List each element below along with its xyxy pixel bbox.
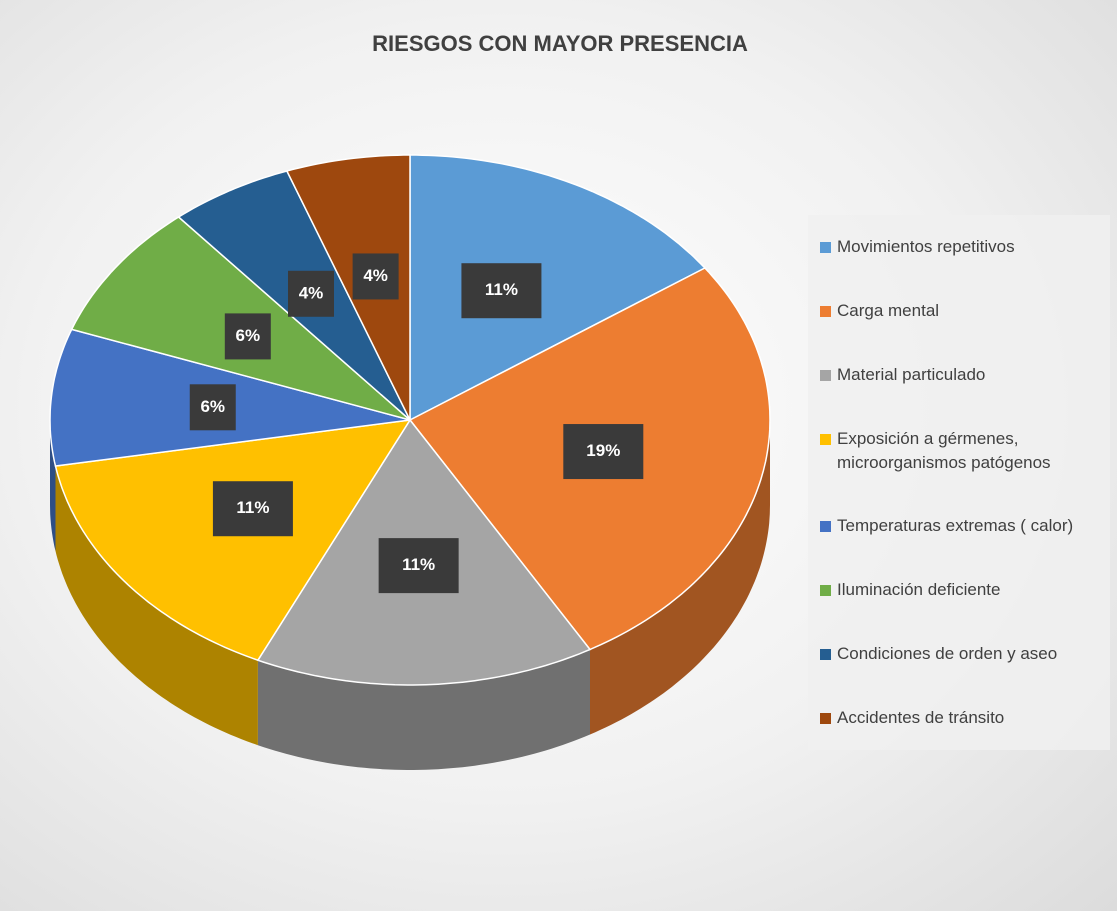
data-label-box [352, 253, 399, 300]
legend-item: Movimientos repetitivos [820, 235, 1110, 259]
legend-label: Material particulado [837, 364, 986, 384]
data-label-box [563, 424, 644, 480]
data-label: 19% [586, 441, 620, 460]
legend-item: Accidentes de tránsito [820, 706, 1110, 730]
legend-item: Exposición a gérmenes, microorganismos p… [820, 427, 1110, 475]
data-label: 4% [363, 266, 388, 285]
data-label: 6% [236, 326, 261, 345]
legend-item: Temperaturas extremas ( calor) [820, 514, 1110, 538]
legend-item: Condiciones de orden y aseo [820, 642, 1110, 666]
data-label-box [224, 313, 271, 360]
legend-item: Material particulado [820, 363, 1110, 387]
legend-label: Exposición a gérmenes, microorganismos p… [837, 428, 1051, 472]
data-label-box [378, 538, 459, 594]
legend-swatch [820, 305, 831, 317]
legend-label: Movimientos repetitivos [837, 236, 1015, 256]
legend-swatch [820, 433, 831, 445]
pie-slice-side [590, 420, 770, 735]
data-label: 11% [402, 555, 435, 574]
legend-label: Condiciones de orden y aseo [837, 644, 1058, 664]
legend-swatch [820, 521, 831, 533]
legend-item: Carga mental [820, 299, 1110, 323]
data-label: 6% [200, 397, 225, 416]
data-label-box [461, 263, 542, 319]
legend-swatch [820, 585, 831, 597]
legend-swatch [820, 369, 831, 381]
legend-label: Temperaturas extremas ( calor) [837, 516, 1074, 536]
pie-slice [409, 154, 707, 422]
legend-swatch [820, 241, 831, 253]
data-label: 11% [236, 498, 269, 517]
legend-label: Carga mental [837, 300, 940, 320]
pie-slice-side [257, 649, 590, 770]
legend: Movimientos repetitivos Carga mental Mater… [808, 215, 1110, 750]
legend-swatch [820, 649, 831, 661]
data-label-box [288, 270, 334, 317]
legend-label: Accidentes de tránsito [837, 708, 1005, 728]
legend-label: Iluminación deficiente [837, 580, 1001, 600]
pie-slice-side [55, 466, 258, 746]
legend-swatch [820, 713, 831, 725]
pie-slice [54, 419, 412, 662]
data-label-box [189, 384, 236, 431]
data-label: 4% [299, 283, 324, 302]
pie-slice [285, 154, 411, 421]
data-label-box [212, 481, 293, 537]
data-label: 11% [485, 280, 518, 299]
pie-slice-side [50, 420, 56, 551]
chart-title: RIESGOS CON MAYOR PRESENCIA [372, 31, 748, 56]
legend-item: Iluminación deficiente [820, 578, 1110, 602]
